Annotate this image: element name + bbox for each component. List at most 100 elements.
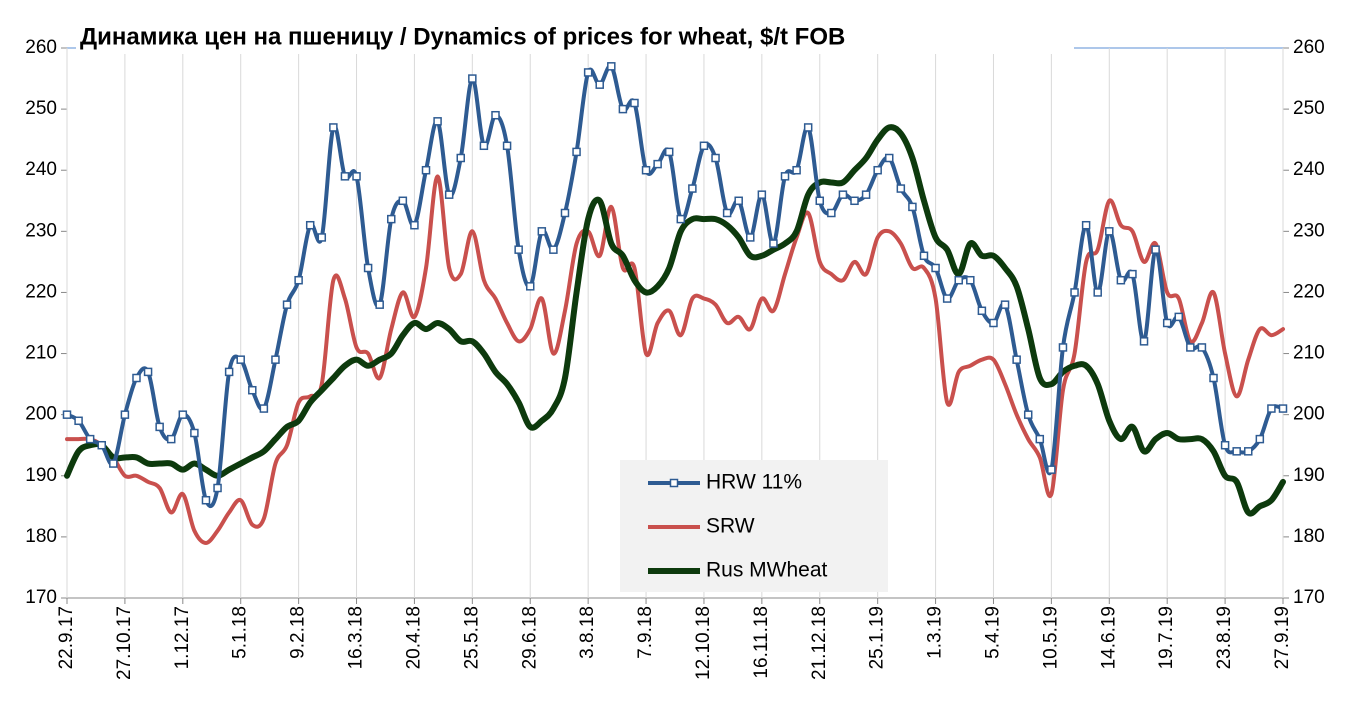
marker <box>143 367 153 377</box>
x-tick-label: 25.5.18 <box>461 606 482 669</box>
marker <box>896 184 906 193</box>
marker <box>711 153 720 163</box>
marker <box>966 275 975 285</box>
x-tick-label: 25.1.19 <box>867 606 888 669</box>
marker <box>1035 434 1045 444</box>
marker <box>572 147 581 157</box>
y2-tick-label: 170 <box>1293 587 1325 608</box>
marker <box>340 172 350 181</box>
marker <box>583 68 593 77</box>
y2-tick-label: 220 <box>1293 281 1325 302</box>
marker <box>1093 288 1102 297</box>
y2-tick-label: 200 <box>1293 404 1325 425</box>
marker <box>1139 337 1149 346</box>
marker <box>618 104 628 114</box>
y-tick-label: 190 <box>25 465 57 486</box>
y2-tick-label: 210 <box>1293 343 1325 364</box>
x-tick-label: 14.6.19 <box>1098 606 1119 669</box>
marker <box>1151 245 1160 254</box>
marker <box>62 410 72 419</box>
marker <box>827 208 836 218</box>
marker <box>873 165 882 175</box>
title-bg <box>76 20 1074 54</box>
series-line <box>64 124 1286 517</box>
marker <box>861 190 871 199</box>
marker <box>1197 343 1207 352</box>
marker <box>97 440 106 450</box>
marker <box>560 208 570 218</box>
marker <box>676 214 686 224</box>
marker <box>329 123 338 132</box>
marker <box>178 410 188 419</box>
x-tick-label: 27.10.17 <box>114 606 135 680</box>
x-tick-label: 27.9.19 <box>1272 606 1293 669</box>
marker <box>201 495 211 505</box>
legend: HRW 11% SRW Rus MWheat <box>648 471 828 582</box>
x-tick-label: 10.5.19 <box>1040 606 1061 669</box>
y2-tick-label: 230 <box>1293 220 1325 241</box>
marker <box>317 233 327 242</box>
y-tick-label: 210 <box>25 343 57 364</box>
x-tick-label: 1.3.19 <box>925 606 946 659</box>
marker <box>305 220 315 230</box>
marker <box>664 147 674 157</box>
y2-tick-label: 250 <box>1293 98 1325 119</box>
marker <box>155 422 164 432</box>
marker <box>1047 465 1056 474</box>
marker <box>259 404 269 413</box>
marker <box>919 251 929 261</box>
marker <box>502 141 512 151</box>
marker <box>271 355 280 364</box>
marker <box>109 459 118 468</box>
marker <box>514 245 523 254</box>
plot <box>62 62 1288 545</box>
x-tick-label: 16.11.18 <box>751 606 772 679</box>
marker <box>908 202 917 212</box>
legend-label: HRW 11% <box>706 471 802 494</box>
marker <box>549 245 558 254</box>
marker <box>1105 227 1114 236</box>
marker <box>850 196 859 206</box>
marker <box>491 110 500 120</box>
marker <box>433 117 442 126</box>
marker <box>884 153 894 163</box>
marker <box>444 190 454 199</box>
y-tick-label: 220 <box>25 281 57 302</box>
marker <box>595 80 604 89</box>
marker <box>190 428 199 438</box>
marker <box>1023 410 1033 419</box>
marker <box>954 275 963 285</box>
marker <box>1278 404 1288 413</box>
marker <box>1070 288 1079 297</box>
marker <box>1174 312 1184 322</box>
marker <box>1244 447 1253 456</box>
series-line <box>65 174 1285 545</box>
marker <box>375 300 384 309</box>
marker <box>468 74 477 83</box>
marker <box>352 172 361 181</box>
y-tick-label: 250 <box>25 98 57 119</box>
x-tick-label: 12.10.18 <box>693 606 714 680</box>
marker <box>410 220 419 230</box>
marker <box>1209 373 1218 383</box>
legend-label: Rus MWheat <box>706 559 828 582</box>
marker <box>74 416 83 426</box>
marker <box>734 196 743 206</box>
y-tick-label: 240 <box>25 159 57 180</box>
marker <box>248 385 257 395</box>
x-tick-label: 7.9.18 <box>635 606 656 659</box>
marker <box>294 275 303 285</box>
marker <box>688 184 697 193</box>
y-tick-label: 170 <box>25 587 57 608</box>
marker <box>803 123 813 132</box>
marker <box>1232 447 1241 456</box>
marker <box>1255 434 1265 444</box>
marker <box>387 214 396 224</box>
marker <box>1000 300 1010 309</box>
marker <box>213 483 222 493</box>
marker <box>699 141 709 151</box>
marker <box>1116 275 1126 285</box>
chart-title: Динамика цен на пшеницу / Dynamics of pr… <box>80 23 845 50</box>
y2-tick-label: 260 <box>1293 37 1325 58</box>
y-tick-label: 260 <box>25 37 57 58</box>
